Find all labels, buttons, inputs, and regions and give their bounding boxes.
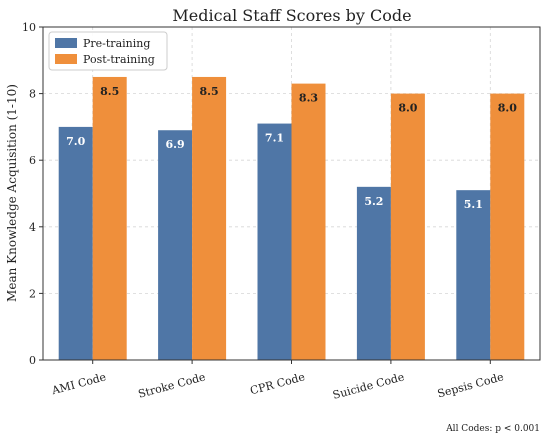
y-tick-label: 6 — [29, 154, 36, 167]
pre-training-value-label: 6.9 — [166, 138, 185, 151]
pre-training-bar — [58, 126, 93, 361]
post-training-value-label: 8.3 — [299, 92, 318, 105]
y-tick-label: 0 — [29, 354, 36, 367]
legend-label: Pre-training — [83, 37, 150, 50]
plot-frame — [42, 26, 541, 361]
legend-swatch — [55, 38, 77, 48]
post-training-bar — [490, 93, 525, 360]
significance-annotation: All Codes: p < 0.001 — [445, 424, 540, 434]
legend-label: Post-training — [83, 53, 155, 66]
post-training-value-label: 8.0 — [498, 102, 517, 115]
post-training-value-label: 8.5 — [100, 85, 119, 98]
post-training-bar — [92, 76, 127, 360]
y-tick-label: 2 — [29, 287, 36, 300]
y-axis-label: Mean Knowledge Acquisition (1-10) — [5, 84, 19, 302]
bars: 7.0 8.5 6.9 8.5 7.1 8.3 5.2 8.0 5.1 8.0 — [58, 76, 525, 361]
chart-title: Medical Staff Scores by Code — [172, 6, 411, 25]
y-tick-label: 10 — [22, 21, 36, 34]
pre-training-value-label: 5.1 — [464, 198, 483, 211]
y-tick-label: 8 — [29, 88, 36, 101]
pre-training-bar — [257, 123, 292, 360]
post-training-bar — [192, 76, 227, 360]
legend: Pre-training Post-training — [48, 31, 168, 71]
pre-training-bar — [158, 130, 193, 360]
legend-swatch — [55, 54, 77, 64]
pre-training-bar — [456, 190, 491, 360]
pre-training-value-label: 5.2 — [364, 195, 383, 208]
legend-box — [48, 31, 168, 71]
pre-training-bar — [356, 186, 391, 360]
post-training-value-label: 8.0 — [398, 102, 417, 115]
post-training-bar — [390, 93, 425, 360]
y-tick-label: 4 — [29, 221, 36, 234]
pre-training-value-label: 7.0 — [66, 135, 85, 148]
post-training-bar — [291, 83, 326, 361]
post-training-value-label: 8.5 — [200, 85, 219, 98]
pre-training-value-label: 7.1 — [265, 132, 284, 145]
